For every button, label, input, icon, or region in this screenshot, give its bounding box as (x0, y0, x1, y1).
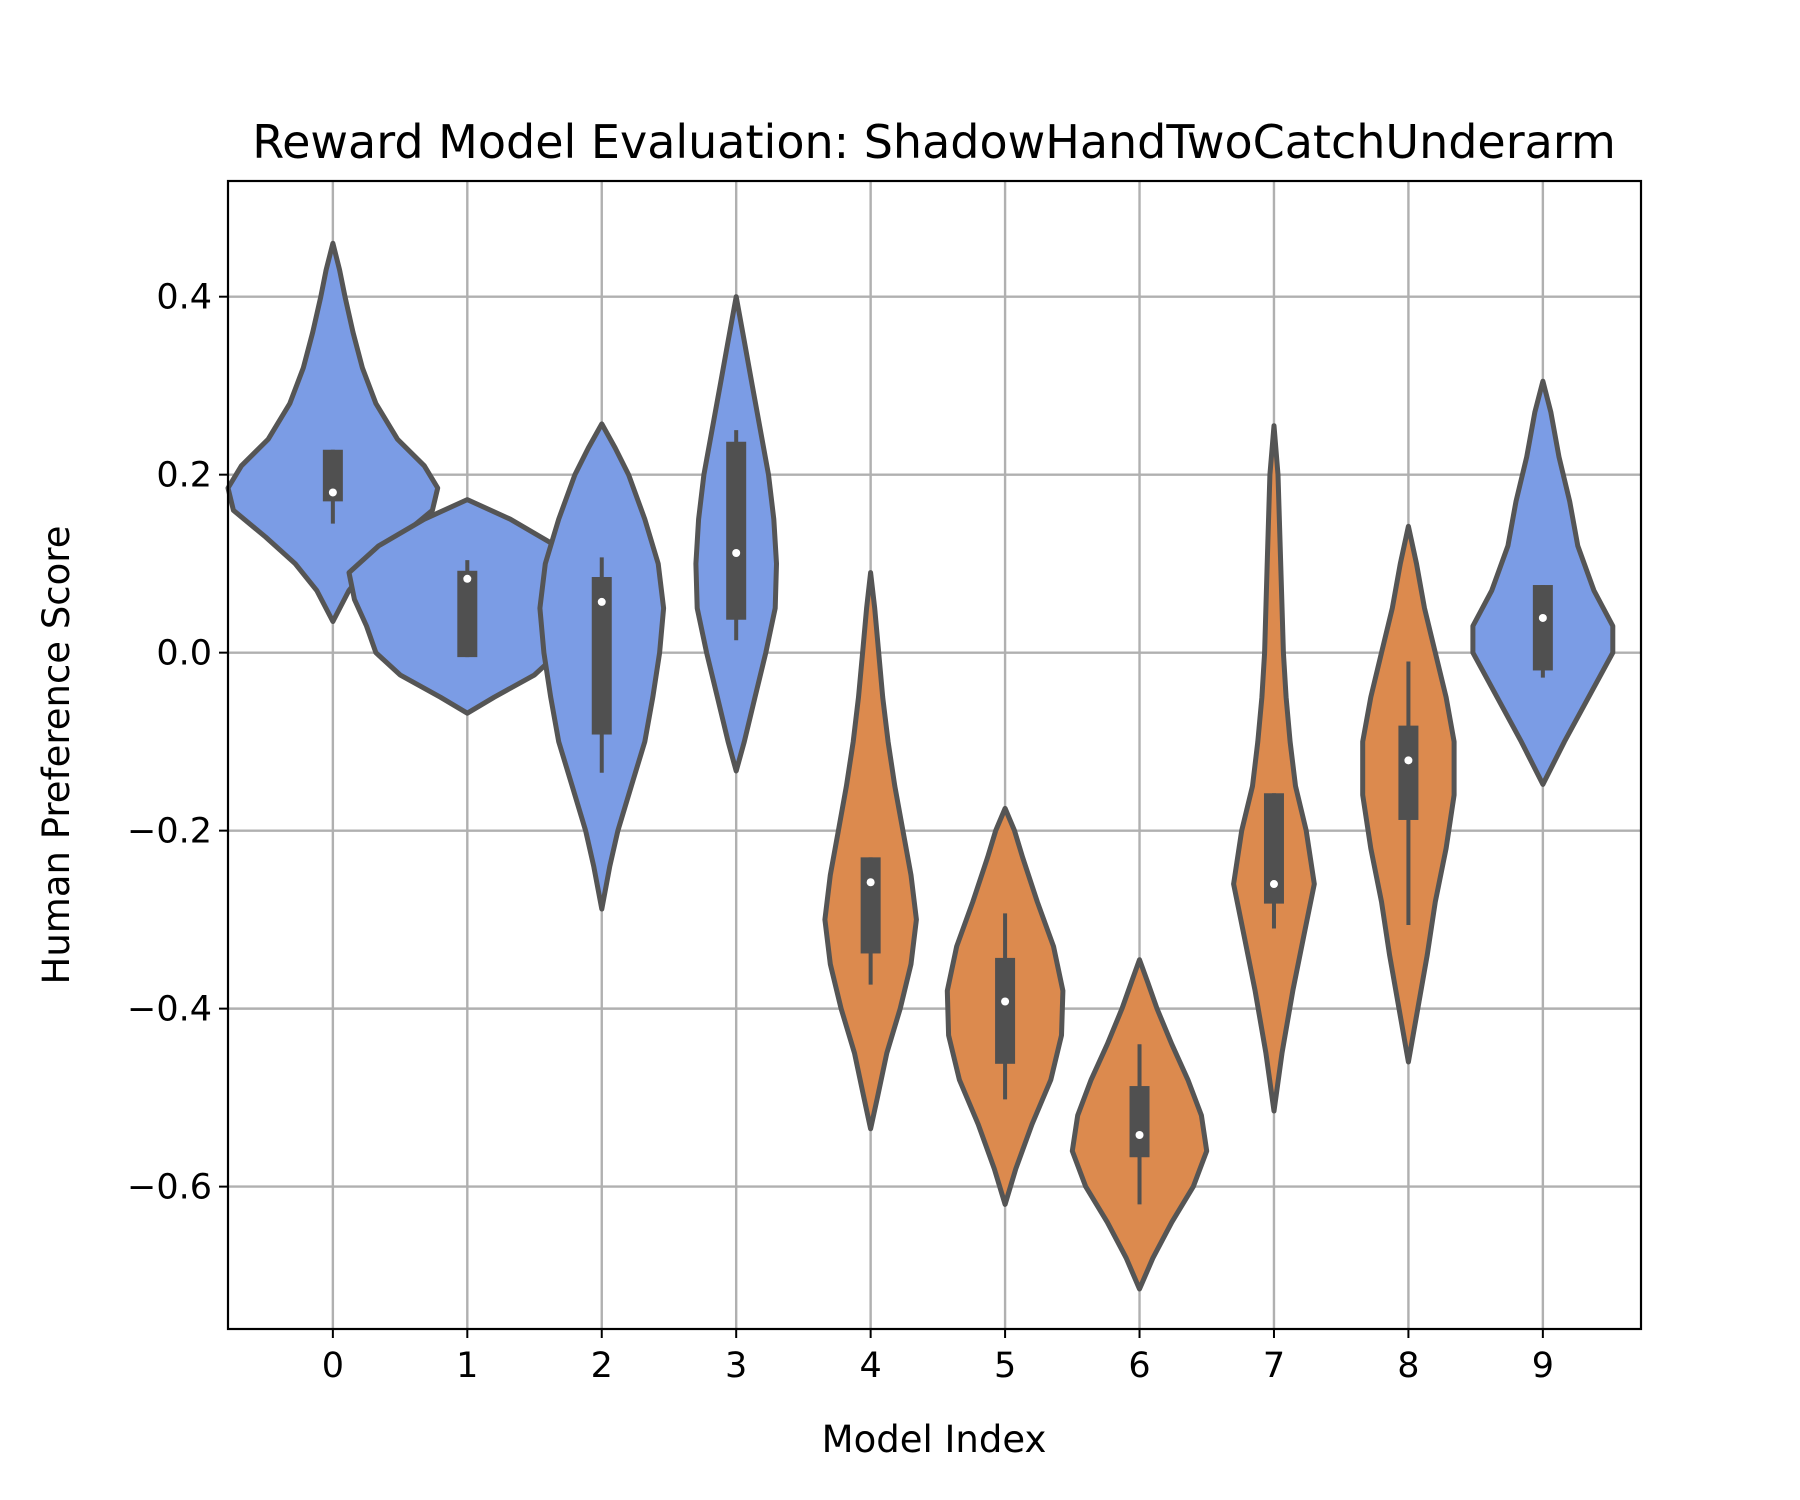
plot-frame (226, 179, 1643, 1331)
violin-6 (1069, 957, 1210, 1292)
y-tick-label: 0.4 (156, 278, 212, 318)
violin-median (597, 597, 606, 606)
violin-0 (225, 240, 441, 624)
violin-iqr-box (591, 577, 612, 735)
x-tick-label: 2 (591, 1346, 613, 1386)
violin-iqr-box (1263, 793, 1284, 904)
violin-iqr-box (995, 957, 1016, 1064)
x-tick-label: 9 (1532, 1346, 1554, 1386)
violin-iqr-box (457, 570, 478, 658)
violin-median (1269, 880, 1278, 889)
x-tick-label: 1 (456, 1346, 478, 1386)
violin-median (1135, 1130, 1144, 1139)
violin-body (822, 570, 919, 1132)
y-tick-label: −0.6 (127, 1168, 212, 1208)
violin-median (463, 574, 472, 583)
violin-body (1470, 378, 1616, 787)
y-axis-label: Human Preference Score (35, 526, 78, 985)
x-tick-label: 6 (1128, 1346, 1150, 1386)
violin-9 (1470, 378, 1616, 787)
violin-median (1404, 756, 1413, 765)
x-tick-label: 8 (1397, 1346, 1419, 1386)
y-tick-label: −0.4 (127, 990, 212, 1030)
x-tick-label: 3 (725, 1346, 747, 1386)
violin-iqr-box (1532, 585, 1553, 671)
violin-iqr-box (860, 857, 881, 954)
x-tick-label: 0 (322, 1346, 344, 1386)
violin-2 (537, 421, 667, 912)
y-tick-label: 0.2 (156, 456, 212, 496)
ticks: 0.4 0.2 0.0 −0.2 −0.4 −0.6 0 1 2 3 4 5 6 7 8 9 (127, 278, 1554, 1386)
violin-4 (822, 570, 919, 1132)
x-tick-label: 4 (859, 1346, 881, 1386)
violin-body (1231, 423, 1317, 1114)
violin-median (1538, 613, 1547, 622)
violin-iqr-box (1129, 1086, 1150, 1158)
x-tick-label: 7 (1263, 1346, 1285, 1386)
violin-iqr-box (1398, 725, 1419, 820)
violin-5 (944, 805, 1066, 1207)
violin-median (328, 488, 337, 497)
violin-median (732, 548, 741, 557)
chart-title: Reward Model Evaluation: ShadowHandTwoCa… (252, 115, 1616, 169)
x-axis-label: Model Index (822, 1418, 1047, 1461)
violin-iqr-box (322, 449, 343, 502)
violin-median (1001, 997, 1010, 1006)
x-tick-label: 5 (994, 1346, 1016, 1386)
violin-7 (1231, 423, 1317, 1114)
y-tick-label: −0.2 (127, 812, 212, 852)
violin-body (225, 240, 441, 624)
y-tick-label: 0.0 (156, 634, 212, 674)
violin-8 (1360, 523, 1457, 1065)
violin-iqr-box (726, 441, 747, 620)
violins (225, 240, 1616, 1292)
violin-3 (693, 294, 779, 774)
violin-median (866, 878, 875, 887)
